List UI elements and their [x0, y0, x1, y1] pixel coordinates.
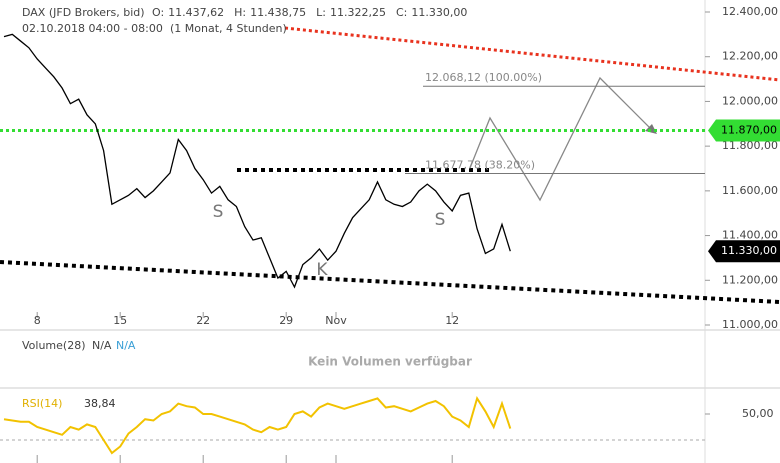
- header: DAX (JFD Brokers, bid) 02.10.2018 04:00 …: [22, 6, 287, 35]
- price-tag: [708, 240, 780, 263]
- x-tick-label: 15: [113, 314, 127, 327]
- y-tick-label: 11.400,00: [722, 229, 778, 242]
- y-tick-label: 11.800,00: [722, 139, 778, 152]
- y-tick-label: 11.200,00: [722, 273, 778, 286]
- range: (1 Monat, 4 Stunden): [170, 22, 287, 35]
- price-line: [3, 396, 512, 455]
- instrument: DAX (JFD Brokers, bid): [22, 6, 145, 19]
- fib-label: 12.068,12 (100.00%): [425, 71, 542, 84]
- ohlc-value: 11.438,75: [250, 6, 306, 19]
- ohlc-name: H:: [234, 6, 246, 19]
- ohlc-value: 11.437,62: [168, 6, 224, 19]
- period: 02.10.2018 04:00 - 08:00: [22, 22, 163, 35]
- price-line: [3, 33, 511, 289]
- projection: [469, 76, 653, 202]
- ohlc-value: 11.322,25: [330, 6, 386, 19]
- ohlc-name: O:: [152, 6, 164, 19]
- x-tick-label: 8: [34, 314, 41, 327]
- x-tick-label: 12: [445, 314, 459, 327]
- fib-label: 11.677,78 (38.20%): [425, 158, 535, 171]
- rsi-value: 38,84: [84, 397, 116, 410]
- ohlc-name: C:: [396, 6, 407, 19]
- y-tick-label: 12.000,00: [722, 94, 778, 107]
- x-tick-label: Nov: [325, 314, 347, 327]
- support-line: [0, 260, 780, 304]
- volume-message: Kein Volumen verfügbar: [308, 355, 472, 369]
- x-tick-label: 29: [279, 314, 293, 327]
- trend-line: [284, 26, 780, 82]
- rsi-label: RSI(14): [22, 397, 62, 410]
- ohlc-value: 11.330,00: [411, 6, 467, 19]
- y-tick-label: 12.400,00: [722, 5, 778, 18]
- volume-label: Volume(28): [22, 339, 86, 352]
- volume-value: N/A: [116, 339, 136, 352]
- y-tick-label: 50,00: [742, 407, 774, 420]
- ohlc-name: L:: [316, 6, 326, 19]
- y-tick-label: 11.600,00: [722, 184, 778, 197]
- x-tick-label: 22: [196, 314, 210, 327]
- volume-value: N/A: [92, 339, 112, 352]
- pattern-label: S: [435, 210, 446, 230]
- pattern-label: K: [316, 260, 328, 280]
- price-tag-label: 11.330,00: [721, 244, 777, 257]
- price-tag: [708, 119, 780, 142]
- y-tick-label: 12.200,00: [722, 50, 778, 63]
- y-tick-label: 11.000,00: [722, 318, 778, 331]
- price-tag-label: 11.870,00: [721, 123, 777, 136]
- pattern-label: S: [213, 202, 224, 222]
